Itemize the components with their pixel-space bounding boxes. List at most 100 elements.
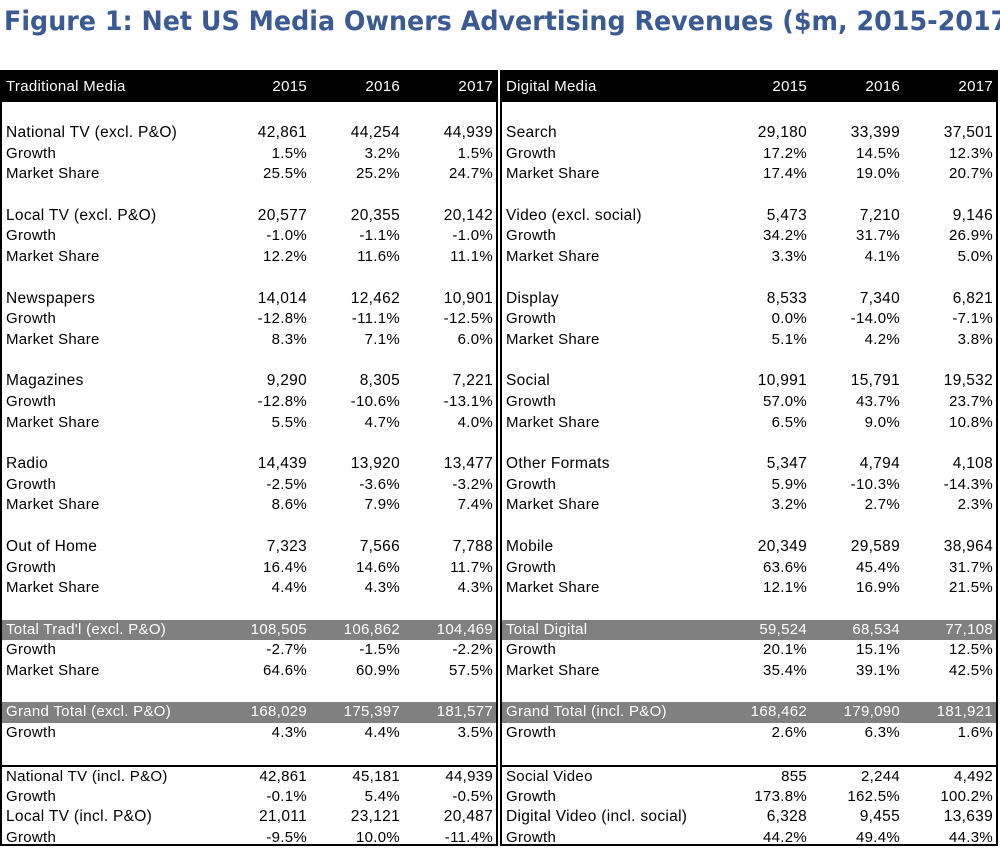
table-row: Growth -12.8% -10.6% -13.1% [2,392,496,413]
value-cell: -11.4% [444,828,493,846]
table-row: Newspapers 14,014 12,462 10,901 [2,289,496,310]
row-label: Growth [506,310,557,328]
table-row: Growth 2.6% 6.3% 1.6% [502,723,996,744]
table-row: Growth 5.9% -10.3% -14.3% [502,475,996,496]
value-cell: 5.9% [771,475,807,493]
table-row: Market Share 3.2% 2.7% 2.3% [502,495,996,516]
table-row: Growth -0.1% 5.4% -0.5% [2,787,496,808]
value-cell: 8.6% [271,496,307,514]
value-cell: 44.2% [762,828,807,846]
row-label: Growth [506,144,557,162]
value-cell: 9.0% [864,413,900,431]
value-cell: -10.3% [850,475,900,493]
value-cell: 44,939 [445,767,493,785]
value-cell: -1.5% [359,641,400,659]
value-cell: 7,566 [359,537,400,555]
value-cell: 2.7% [864,496,900,514]
value-cell: 42,861 [257,124,307,141]
table-header-label: Traditional Media [6,78,126,95]
value-cell: 33,399 [850,124,900,141]
value-cell: 7,210 [859,206,900,224]
value-cell: 29,180 [757,124,807,141]
table-row: Growth 173.8% 162.5% 100.2% [502,787,996,808]
value-cell: 8.3% [271,330,307,348]
table-row: Social 10,991 15,791 19,532 [502,371,996,392]
value-cell: 43.7% [855,392,900,410]
table-row: Social Video 855 2,244 4,492 [502,764,996,787]
value-cell: 45,181 [352,767,400,785]
value-cell: 24.7% [448,165,493,183]
value-cell: 16.4% [262,558,307,576]
value-cell: 4.3% [271,724,307,742]
value-cell: 23,121 [350,808,400,826]
table-row: Growth -2.5% -3.6% -3.2% [2,475,496,496]
value-cell: 12.2% [262,247,307,265]
row-label: Market Share [506,413,600,431]
value-cell: 10.8% [948,413,993,431]
value-cell: 179,090 [843,703,900,721]
value-cell: -2.7% [266,641,307,659]
table-row: Growth 1.5% 3.2% 1.5% [2,144,496,165]
value-cell: 9,290 [266,372,307,390]
value-cell: 6,821 [952,289,993,307]
row-label: Growth [506,558,557,576]
table-row: Growth -12.8% -11.1% -12.5% [2,309,496,330]
value-cell: 25.5% [262,165,307,183]
row-label: Market Share [506,247,600,265]
value-cell: 6.0% [457,330,493,348]
value-cell: 16.9% [855,579,900,597]
year-header-cell: 2017 [458,78,493,95]
row-label: Local TV (incl. P&O) [6,808,153,826]
row-label: Market Share [506,579,600,597]
row-spacer [502,268,996,289]
value-cell: 3.8% [957,330,993,348]
table-row: Total Digital 59,524 68,534 77,108 [502,619,996,641]
table-row: Market Share 64.6% 60.9% 57.5% [2,661,496,682]
row-label: Growth [506,787,557,805]
year-header-cell: 2016 [865,78,900,95]
value-cell: 31.7% [855,227,900,245]
value-cell: 11.6% [357,247,400,265]
row-label: Digital Video (incl. social) [506,808,688,826]
row-label: Growth [506,828,557,846]
row-label: Growth [506,227,557,245]
value-cell: 13,639 [943,808,993,826]
value-cell: 4.3% [364,579,400,597]
table-row: Magazines 9,290 8,305 7,221 [2,371,496,392]
table-row: Growth 34.2% 31.7% 26.9% [502,226,996,247]
value-cell: 20,355 [350,206,400,224]
row-spacer [2,516,496,537]
value-cell: 162.5% [847,787,900,805]
table-row: Growth 4.3% 4.4% 3.5% [2,723,496,744]
table-row: Growth 17.2% 14.5% 12.3% [502,144,996,165]
value-cell: 175,397 [343,703,400,721]
row-label: Newspapers [6,289,96,307]
value-cell: 20.1% [762,641,807,659]
row-spacer [2,599,496,620]
row-spacer [502,185,996,206]
value-cell: 12.1% [762,579,807,597]
table-row: Display 8,533 7,340 6,821 [502,289,996,310]
value-cell: 7.1% [364,330,400,348]
value-cell: 19.0% [855,165,900,183]
table-row: Grand Total (excl. P&O) 168,029 175,397 181… [2,702,496,724]
value-cell: 7,323 [266,537,307,555]
row-spacer [2,350,496,371]
value-cell: 77,108 [945,620,993,638]
value-cell: 168,029 [250,703,307,721]
table-row: Other Formats 5,347 4,794 4,108 [502,454,996,475]
table-row: Grand Total (incl. P&O) 168,462 179,090 181… [502,702,996,724]
value-cell: 4.0% [457,413,493,431]
row-label: Growth [6,787,57,805]
figure-title: Figure 1: Net US Media Owners Advertisin… [4,6,1000,37]
value-cell: 12.3% [948,144,993,162]
value-cell: -0.1% [266,787,307,805]
value-cell: 49.4% [855,828,900,846]
value-cell: -3.6% [359,475,400,493]
row-spacer [502,350,996,371]
value-cell: 17.4% [762,165,807,183]
value-cell: 10.0% [355,828,400,846]
row-label: Social [506,372,551,390]
value-cell: 39.1% [855,661,900,679]
value-cell: -9.5% [266,828,307,846]
